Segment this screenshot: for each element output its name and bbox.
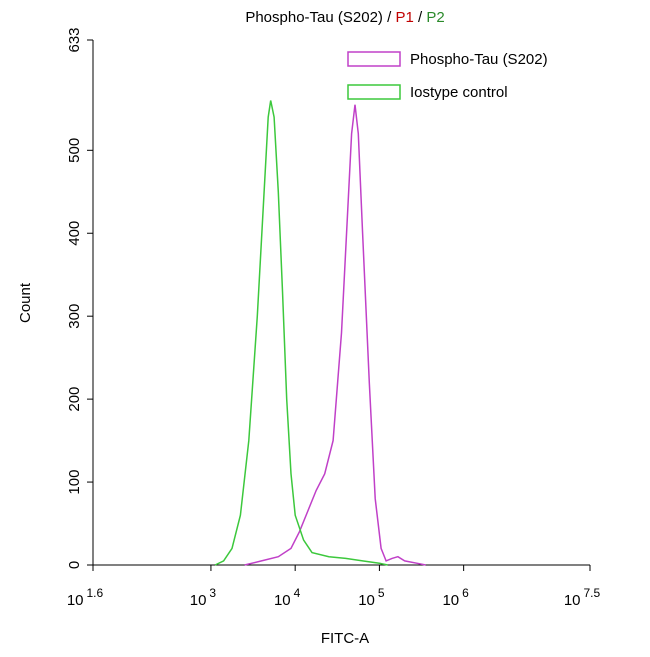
y-tick-label: 0: [66, 561, 83, 569]
y-tick-label: 500: [66, 138, 83, 163]
title-part: P1: [395, 9, 413, 26]
chart-title: Phospho-Tau (S202) / P1 / P2: [245, 9, 444, 26]
title-part: P2: [426, 9, 444, 26]
x-tick-base: 10: [564, 592, 581, 609]
histogram-curve: [244, 104, 426, 566]
x-tick-label: 10 6: [442, 586, 469, 609]
y-tick-label: 300: [66, 304, 83, 329]
x-tick-label: 10 4: [274, 586, 301, 609]
x-tick-exponent: 1.6: [87, 586, 104, 600]
x-tick-exponent: 7.5: [584, 586, 601, 600]
y-axis-label: Count: [17, 282, 34, 323]
x-tick-label: 10 1.6: [67, 586, 104, 609]
y-tick-label: 100: [66, 470, 83, 495]
x-tick-exponent: 3: [209, 586, 216, 600]
x-tick-base: 10: [274, 592, 291, 609]
x-tick-base: 10: [67, 592, 84, 609]
x-tick-base: 10: [442, 592, 459, 609]
legend-label: Phospho-Tau (S202): [410, 51, 548, 68]
x-tick-exponent: 4: [294, 586, 301, 600]
title-part: Phospho-Tau (S202): [245, 9, 383, 26]
x-tick-base: 10: [358, 592, 375, 609]
x-axis-label: FITC-A: [321, 630, 369, 647]
x-tick-base: 10: [190, 592, 207, 609]
x-tick-label: 10 7.5: [564, 586, 601, 609]
x-tick-exponent: 6: [462, 586, 469, 600]
title-part: /: [383, 9, 396, 26]
y-tick-label: 200: [66, 387, 83, 412]
legend-swatch: [347, 84, 401, 100]
y-tick-label: 633: [66, 27, 83, 52]
legend-swatch: [347, 51, 401, 67]
y-tick-label: 400: [66, 221, 83, 246]
legend-label: Iostype control: [410, 84, 508, 101]
histogram-curve: [214, 100, 388, 566]
x-tick-label: 10 3: [190, 586, 217, 609]
x-tick-label: 10 5: [358, 586, 385, 609]
x-tick-exponent: 5: [378, 586, 385, 600]
title-part: /: [414, 9, 427, 26]
